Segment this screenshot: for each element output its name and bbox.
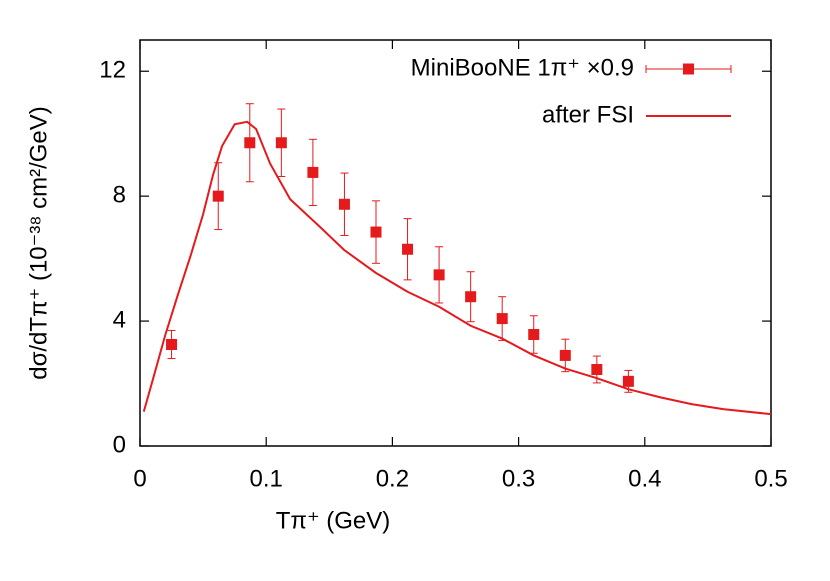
data-point xyxy=(433,269,445,281)
legend-swatch xyxy=(683,63,694,75)
legend-label: MiniBooNE 1π⁺ ×0.9 xyxy=(411,54,634,81)
data-point xyxy=(402,243,414,255)
data-point xyxy=(591,363,603,375)
x-tick-label: 0.5 xyxy=(754,465,787,492)
y-tick-label: 12 xyxy=(99,57,126,84)
x-axis-label: Tπ⁺ (GeV) xyxy=(276,507,391,534)
x-tick-label: 0.2 xyxy=(376,465,409,492)
data-point xyxy=(275,137,287,149)
data-point xyxy=(307,166,319,178)
x-tick-label: 0.1 xyxy=(250,465,283,492)
y-tick-label: 0 xyxy=(113,431,126,458)
data-point xyxy=(465,291,477,303)
data-point xyxy=(212,190,224,202)
data-point xyxy=(622,375,634,387)
curve xyxy=(142,120,772,416)
x-tick-label: 0 xyxy=(133,465,146,492)
y-axis-label: dσ/dTπ⁺ (10⁻³⁸ cm²/GeV) xyxy=(25,106,52,380)
x-tick-label: 0.3 xyxy=(502,465,535,492)
data-point xyxy=(559,349,571,361)
y-tick-label: 4 xyxy=(113,306,126,333)
x-tick-label: 0.4 xyxy=(628,465,661,492)
plot-frame xyxy=(139,39,772,447)
legend-label: after FSI xyxy=(542,101,634,128)
y-tick-label: 8 xyxy=(113,181,126,208)
data-point xyxy=(338,198,350,210)
data-point xyxy=(496,313,508,325)
data-point xyxy=(528,329,540,341)
data-point xyxy=(166,339,178,350)
data-point xyxy=(370,226,382,238)
data-point xyxy=(244,137,256,149)
